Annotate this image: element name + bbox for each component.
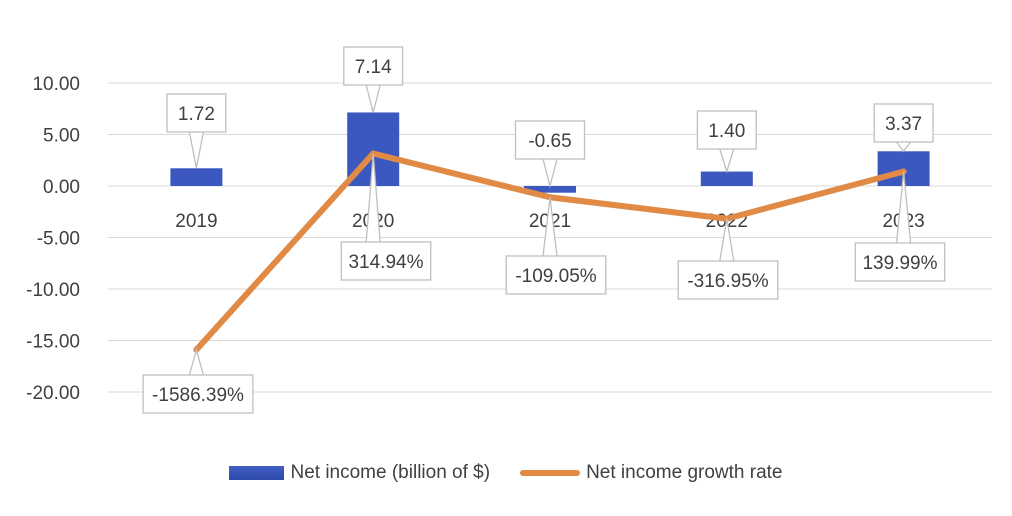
line-data-label-text: 139.99% <box>862 253 937 274</box>
y-tick-label: 0.00 <box>43 177 80 198</box>
line-data-label-pointer <box>542 197 558 257</box>
y-tick-label: -15.00 <box>26 332 80 353</box>
line-data-label-text: -316.95% <box>687 271 768 292</box>
category-label: 2019 <box>175 211 217 232</box>
line-data-label-text: -1586.39% <box>152 385 244 406</box>
bar-data-label-pointer <box>365 84 381 113</box>
y-axis-ticks: 10.00 5.00 0.00 -5.00 -10.00 -15.00 -20.00 <box>26 74 80 404</box>
line-data-label-box <box>677 260 779 300</box>
line-data-label-box <box>142 374 254 414</box>
y-tick-label: -10.00 <box>26 280 80 301</box>
line-data-label-box <box>505 255 607 295</box>
bar-data-label-box <box>696 110 757 150</box>
legend-bar-swatch <box>229 466 285 480</box>
line-data-label-text: 314.94% <box>348 252 423 273</box>
bar-data-label-text: 1.40 <box>708 121 745 142</box>
bar-data-label-pointer <box>719 148 735 174</box>
bar-series <box>170 112 930 193</box>
bar-data-label-box <box>166 93 227 133</box>
bar <box>524 186 576 193</box>
line-data-label-box <box>854 242 946 282</box>
legend: Net income (billion of $) Net income gro… <box>0 462 1012 484</box>
bar-data-label-pointer <box>188 131 205 169</box>
legend-item-line: Net income growth rate <box>520 462 783 484</box>
line-data-label-pointer <box>188 347 205 376</box>
line-data-label-pointer <box>365 153 381 243</box>
bar-data-label-text: 1.72 <box>178 104 215 125</box>
bar-data-label-box <box>514 120 586 160</box>
line-data-label-pointer <box>719 218 735 262</box>
legend-line-label: Net income growth rate <box>586 462 783 483</box>
legend-bar-label: Net income (billion of $) <box>290 462 491 483</box>
bar <box>170 168 223 186</box>
line-data-label-text: -109.05% <box>515 266 596 287</box>
line-data-label-pointer <box>895 171 912 244</box>
bar-data-label-text: 7.14 <box>355 57 392 78</box>
bar <box>700 171 753 186</box>
bar-data-label-text: 3.37 <box>885 114 922 135</box>
y-tick-label: -20.00 <box>26 383 80 404</box>
legend-line-swatch <box>520 470 581 476</box>
bar-data-label-text: -0.65 <box>528 131 571 152</box>
bar-data-label-box <box>343 46 404 86</box>
line-data-label-box <box>340 241 432 281</box>
y-tick-label: 5.00 <box>43 126 80 147</box>
bar-data-label-box <box>873 103 934 143</box>
bar-data-label-pointer <box>896 141 912 153</box>
y-tick-label: -5.00 <box>37 229 80 250</box>
data-labels: 1.72 7.14 -0.65 1.40 3.37 -1586.39% 314.94% -10… <box>142 46 946 414</box>
bar-data-label-pointer <box>542 158 558 189</box>
legend-item-bar: Net income (billion of $) <box>229 462 490 484</box>
y-tick-label: 10.00 <box>32 74 80 95</box>
